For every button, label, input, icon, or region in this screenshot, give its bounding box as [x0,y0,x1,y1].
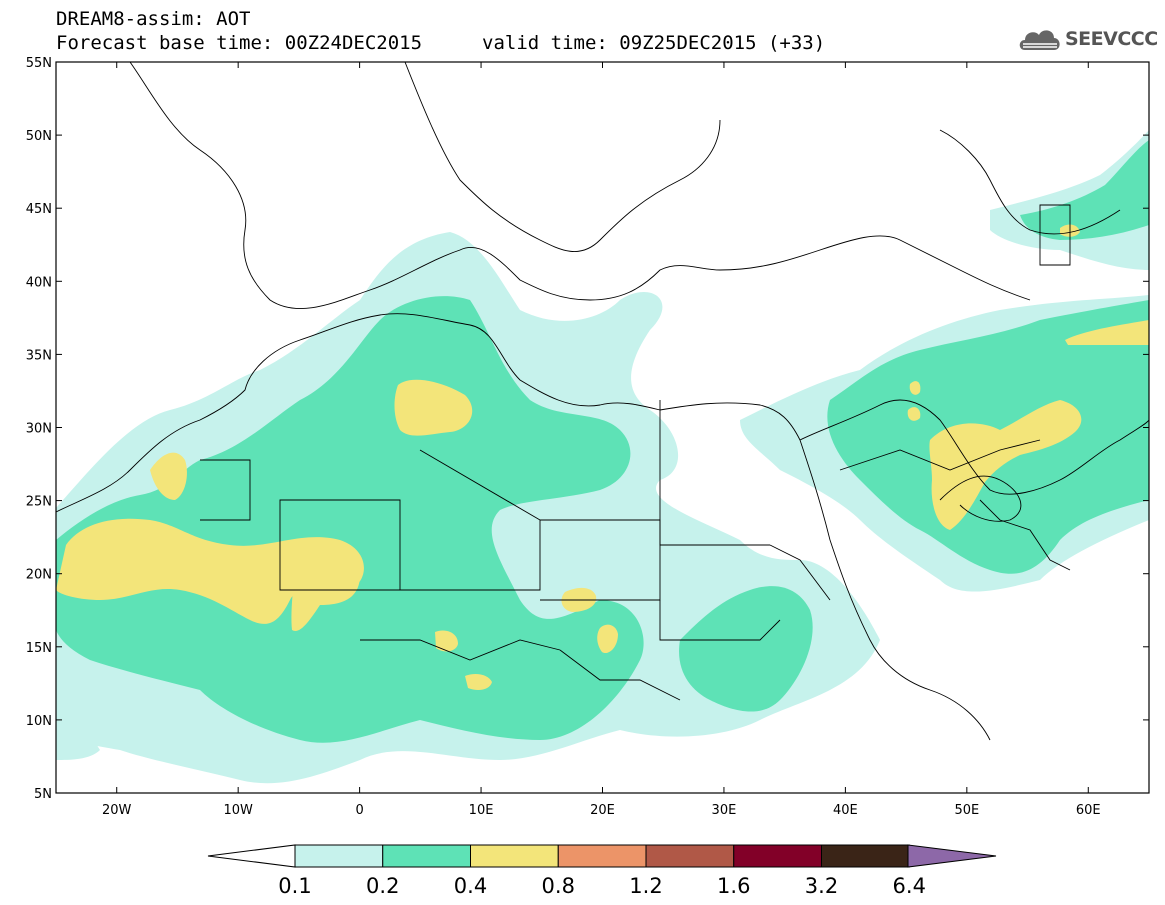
lon-label: 10W [223,803,253,818]
colorbar-label: 6.4 [893,874,926,898]
colorbar-box [382,844,471,868]
lon-label: 30E [712,803,737,818]
lat-label: 55N [26,56,52,71]
colorbar-box [733,844,822,868]
aot-fields [56,130,1149,784]
lon-label: 10E [469,803,494,818]
lon-label: 20E [590,803,615,818]
lat-label: 50N [26,129,52,144]
longitude-axis: 20W 10W 0 10E 20E 30E 40E 50E 60E [102,62,1101,818]
valid-time: valid time: 09Z25DEC2015 (+33) [482,32,826,54]
colorbar-label: 3.2 [805,874,838,898]
colorbar-label: 0.1 [278,874,311,898]
coastlines-borders [56,62,1149,741]
seevccc-logo: SEEVCCC [1017,22,1158,58]
colorbar-box [821,844,910,868]
cloud-icon [1019,30,1060,50]
colorbar-label: 1.2 [629,874,662,898]
lat-label: 30N [26,422,52,437]
forecast-base-time: Forecast base time: 00Z24DEC2015 [56,32,423,54]
lon-label: 50E [954,803,979,818]
aot-colorbar: 0.1 0.2 0.4 0.8 1.2 1.6 3.2 6.4 [207,844,997,898]
colorbar-box [294,844,384,868]
lon-label: 40E [833,803,858,818]
lat-label: 15N [26,641,52,656]
colorbar-box [645,844,735,868]
colorbar-label: 0.8 [542,874,575,898]
lon-label: 60E [1076,803,1101,818]
lat-label: 40N [26,275,52,290]
lon-label: 20W [102,803,132,818]
lon-label: 0 [355,803,363,818]
colorbar-high-arrow [907,844,997,868]
map-title: DREAM8-assim: AOT [56,8,251,30]
latitude-axis: 55N 50N 45N 40N 35N 30N 25N 20N 15N 10N 5N [26,56,1149,802]
colorbar-label: 1.6 [717,874,750,898]
lat-label: 45N [26,202,52,217]
logo-text: SEEVCCC [1065,28,1158,50]
colorbar-label: 0.2 [366,874,399,898]
colorbar-label: 0.4 [454,874,487,898]
aot-band-0.4 [56,224,1149,690]
colorbar-box [557,844,647,868]
colorbar-low-arrow [207,844,296,868]
colorbar-box [470,844,559,868]
lat-label: 35N [26,348,52,363]
lat-label: 20N [26,568,52,583]
lat-label: 10N [26,714,52,729]
lat-label: 25N [26,495,52,510]
lat-label: 5N [34,787,52,802]
